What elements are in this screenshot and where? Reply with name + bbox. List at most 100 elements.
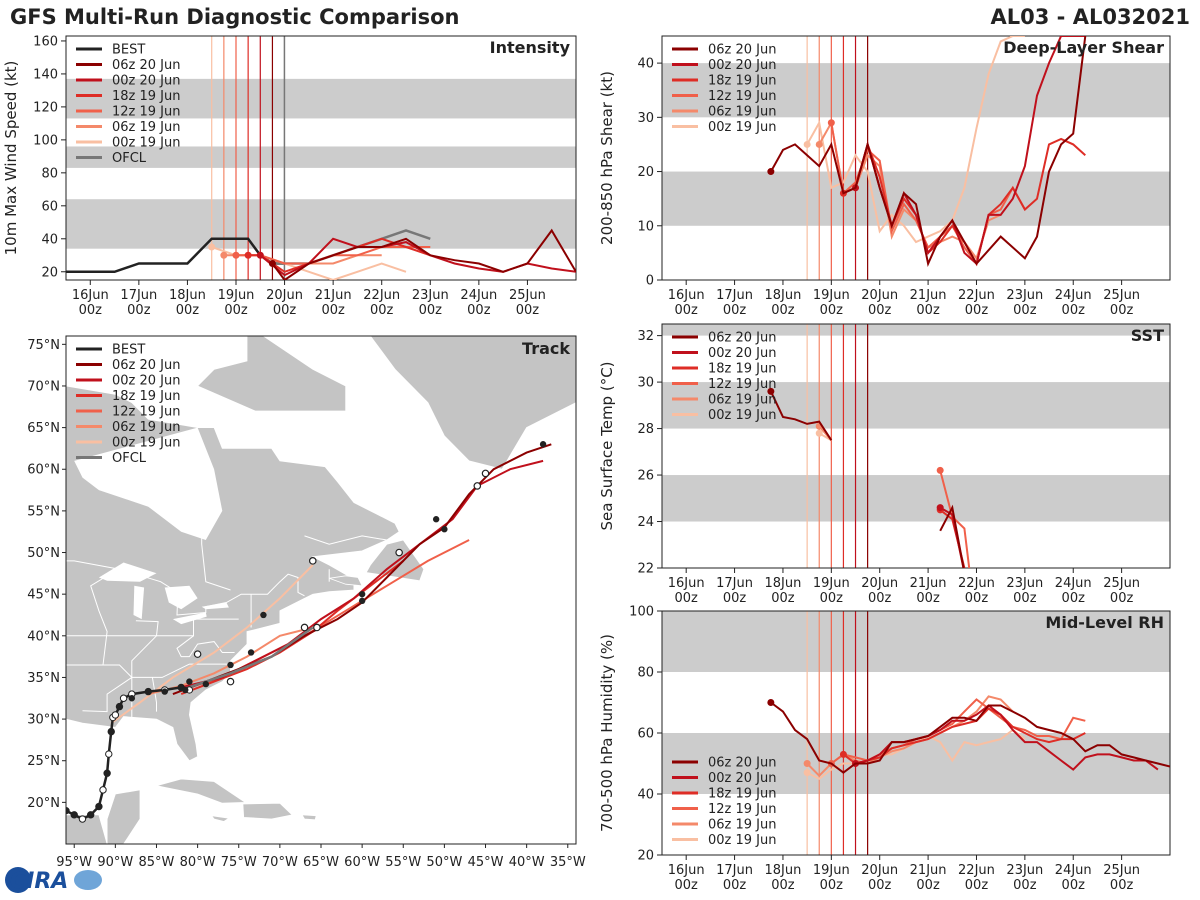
legend-label: 18z 19 Jun: [112, 389, 181, 404]
x-tick-label-day: 21Jun: [315, 288, 352, 303]
series-point-18z-19-jun: [839, 750, 847, 758]
y-tick-label: 20: [41, 265, 58, 280]
x-tick-label-day: 22Jun: [958, 288, 995, 303]
x-tick-label-day: 17Jun: [120, 288, 157, 303]
legend-label: 18z 19 Jun: [708, 362, 777, 377]
shaded-band: [66, 146, 576, 168]
track-point-closed: [247, 649, 255, 656]
political-border: [304, 535, 387, 545]
x-tick-label: 85°W: [139, 855, 175, 870]
legend-label: 06z 20 Jun: [708, 331, 777, 346]
series-point-12z-19-jun: [232, 251, 240, 259]
x-tick-label-hour: 00z: [771, 303, 795, 318]
series-point-06z-20-jun: [767, 699, 775, 706]
panel-title: SST: [1131, 326, 1164, 345]
best-track-point: [66, 806, 70, 815]
x-tick-label-day: 21Jun: [910, 863, 947, 878]
series-line-06z-20-jun: [770, 701, 1170, 774]
legend-label: 06z 19 Jun: [112, 420, 181, 435]
x-tick-label-day: 17Jun: [716, 863, 753, 878]
x-tick-label-day: 22Jun: [958, 863, 995, 878]
legend-label: 18z 19 Jun: [112, 89, 181, 104]
legend-label: OFCL: [112, 451, 147, 466]
series-point-18z-19-jun: [244, 251, 252, 259]
y-tick-label: 80: [637, 666, 654, 681]
series-line-06z-20-jun: [770, 36, 1087, 267]
y-tick-label: 60: [637, 727, 654, 742]
x-tick-label-hour: 00z: [771, 591, 795, 606]
x-tick-label-hour: 00z: [868, 878, 892, 893]
legend-label: 12z 19 Jun: [112, 405, 181, 420]
legend-label: 00z 19 Jun: [708, 120, 777, 135]
figure-title: GFS Multi-Run Diagnostic Comparison: [10, 5, 459, 29]
x-tick-label: 60°W: [344, 855, 380, 870]
best-track-point: [78, 815, 87, 823]
x-tick-label-hour: 00z: [1110, 303, 1134, 318]
x-tick-label-day: 25Jun: [1103, 288, 1140, 303]
land-shape: [365, 539, 425, 582]
y-tick-label: 60°N: [27, 463, 60, 478]
x-tick-label-hour: 00z: [675, 303, 699, 318]
map-layer: [66, 336, 576, 844]
political-border: [201, 469, 231, 591]
x-tick-label-day: 24Jun: [460, 288, 497, 303]
x-tick-label-day: 20Jun: [266, 288, 303, 303]
shaded-band: [66, 78, 576, 119]
best-track-point: [107, 727, 115, 736]
series-point-06z-20-jun: [767, 387, 775, 395]
x-tick-label-day: 21Jun: [910, 576, 947, 591]
x-tick-label-day: 22Jun: [958, 576, 995, 591]
x-tick-label-hour: 00z: [723, 303, 747, 318]
track-point-open: [193, 650, 202, 658]
y-tick-label: 20°N: [27, 796, 60, 811]
y-tick-label: 30: [637, 111, 654, 126]
x-tick-label-day: 16Jun: [72, 288, 109, 303]
x-tick-label-day: 23Jun: [1006, 288, 1043, 303]
x-tick-label-day: 16Jun: [668, 288, 705, 303]
x-tick-label-hour: 00z: [820, 878, 844, 893]
best-track-point: [111, 711, 120, 719]
land-shape: [106, 789, 141, 844]
x-tick-label-day: 19Jun: [813, 288, 850, 303]
track-point-open: [226, 677, 235, 686]
x-tick-label-day: 20Jun: [861, 863, 898, 878]
y-tick-label: 30: [637, 376, 654, 391]
best-track-point: [144, 687, 152, 696]
x-tick-label-hour: 00z: [321, 303, 345, 318]
y-tick-label: 45°N: [27, 588, 60, 603]
y-tick-label: 140: [33, 67, 58, 82]
lake-shape: [172, 612, 207, 625]
series-group: [767, 695, 1170, 780]
y-axis-label: 200-850 hPa Shear (kt): [598, 71, 616, 245]
rh-panel: 2040608010016Jun00z17Jun00z18Jun00z19Jun…: [598, 605, 1171, 893]
best-track-point: [86, 811, 95, 819]
series-point-00z-20-jun: [936, 504, 944, 512]
legend-label: 18z 19 Jun: [708, 74, 777, 89]
y-tick-label: 0: [646, 274, 654, 289]
x-tick-label-day: 18Jun: [765, 576, 802, 591]
shear-panel: 01020304016Jun00z17Jun00z18Jun00z19Jun00…: [598, 35, 1171, 318]
political-border: [66, 663, 231, 678]
legend-label: BEST: [112, 343, 145, 358]
panel-title: Mid-Level RH: [1045, 613, 1164, 632]
logo-text: CIRA: [10, 869, 68, 894]
legend-label: 06z 19 Jun: [112, 120, 181, 135]
series-point-12z-19-jun: [827, 119, 835, 127]
intensity-panel: 2040608010012014016016Jun00z17Jun00z18Ju…: [2, 34, 577, 318]
x-tick-label: 35°W: [550, 855, 586, 870]
x-tick-label-hour: 00z: [1062, 303, 1086, 318]
track-point-closed: [128, 695, 136, 702]
series-point-00z-19-jun: [815, 429, 823, 437]
x-tick-label-hour: 00z: [1013, 303, 1037, 318]
shaded-band: [662, 63, 1170, 118]
political-border: [90, 570, 116, 666]
x-tick-label-hour: 00z: [1110, 591, 1134, 606]
legend-label: 00z 20 Jun: [112, 74, 181, 89]
x-tick-label-hour: 00z: [965, 878, 989, 893]
track-point-closed: [227, 661, 234, 669]
series-line-06z-20-jun: [769, 390, 833, 441]
track-line-00z-19-jun: [110, 564, 314, 725]
y-tick-label: 22: [637, 562, 654, 577]
legend-label: 06z 20 Jun: [708, 43, 777, 58]
